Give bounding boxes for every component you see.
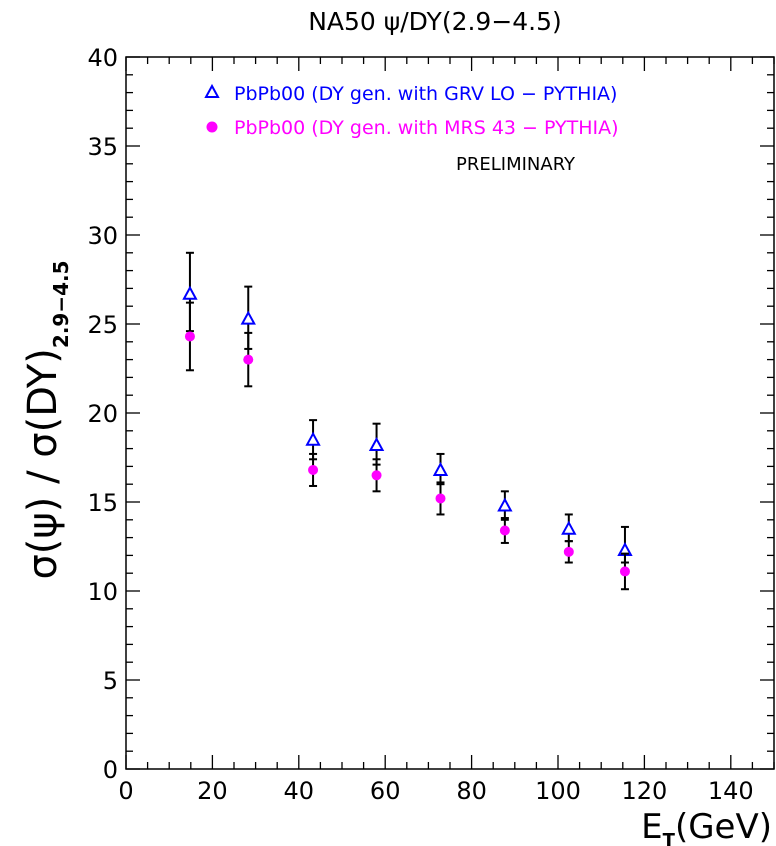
x-axis-label-main: E [641,807,662,846]
x-tick-label: 140 [708,777,754,805]
data-point-mrs [619,552,630,591]
marker-circle [184,331,195,342]
marker-triangle [182,285,198,300]
marker-triangle [497,497,513,512]
preliminary-label: PRELIMINARY [456,154,576,175]
marker-triangle [368,436,385,452]
marker-circle [308,464,319,475]
data-point-mrs [371,458,382,493]
y-tick-label: 10 [87,578,118,606]
data-point-mrs [563,540,574,564]
legend: PbPb00 (DY gen. with GRV LO − PYTHIA) Pb… [204,83,619,175]
y-tick-label: 20 [87,400,118,428]
y-axis-label-sub: 2.9−4.5 [49,260,73,348]
y-tick-label: 40 [87,44,118,72]
marker-circle [563,546,574,557]
marker-triangle [432,461,449,476]
x-tick-label: 80 [456,777,487,805]
x-tick-label: 40 [284,777,315,805]
data-point-grv [497,490,513,521]
marker-circle [435,493,446,504]
legend-label-mrs: PbPb00 (DY gen. with MRS 43 − PYTHIA) [234,117,619,139]
marker-triangle [561,520,577,535]
marker-circle [371,470,382,481]
y-tick-label: 15 [87,489,118,517]
legend-label-grv: PbPb00 (DY gen. with GRV LO − PYTHIA) [234,83,617,105]
data-point-mrs [308,452,319,487]
x-tick-label: 60 [370,777,401,805]
x-axis-label-sub: T [663,830,676,846]
marker-triangle [305,431,321,446]
data-point-grv [561,513,577,543]
marker-triangle [240,310,256,325]
plot-frame [125,56,775,770]
data-point-mrs [243,331,254,388]
legend-marker-triangle [204,83,220,98]
x-tick-label: 20 [197,777,228,805]
x-axis-label: ET(GeV) [641,807,772,846]
y-axis-label: σ(ψ) / σ(DY)2.9−4.5 [20,260,73,579]
axis-ticks: 0 20 40 60 80 100 120 140 0 5 10 15 20 25 30 35 40 [87,44,775,805]
data-point-mrs [435,481,446,516]
data-points [182,251,633,591]
chart-title: NA50 ψ/DY(2.9−4.5) [308,7,562,36]
x-tick-label: 120 [621,777,667,805]
marker-circle [619,566,630,577]
x-axis-label-rest: (GeV) [675,807,772,846]
y-tick-label: 0 [103,756,118,784]
x-tick-label: 100 [535,777,581,805]
x-tick-label: 0 [118,777,133,805]
y-tick-label: 30 [87,222,118,250]
marker-circle [499,525,510,536]
data-point-mrs [184,301,195,372]
marker-circle [243,354,254,365]
legend-marker-circle [206,121,218,133]
data-point-mrs [499,517,510,544]
y-tick-label: 25 [87,311,118,339]
y-axis-label-main: σ(ψ) / σ(DY) [20,348,66,579]
y-tick-label: 5 [103,667,118,695]
data-point-grv [432,452,449,486]
y-tick-label: 35 [87,133,118,161]
